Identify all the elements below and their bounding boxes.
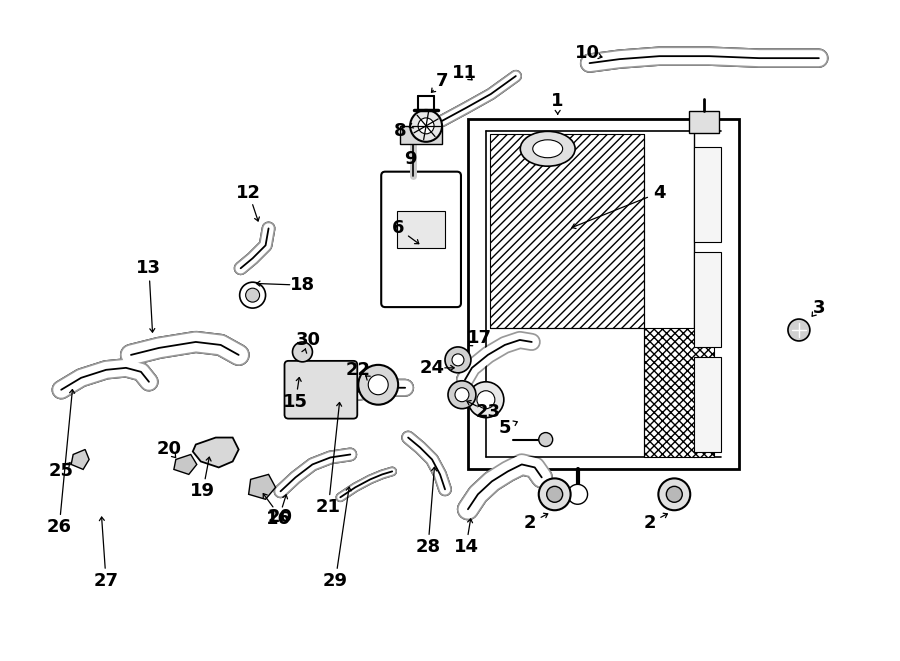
Circle shape bbox=[477, 391, 495, 408]
Text: 18: 18 bbox=[290, 276, 315, 294]
Circle shape bbox=[445, 347, 471, 373]
Text: 3: 3 bbox=[813, 299, 825, 317]
Bar bbox=[468, 119, 739, 469]
Text: 14: 14 bbox=[454, 538, 479, 556]
Circle shape bbox=[246, 288, 259, 302]
FancyBboxPatch shape bbox=[382, 172, 461, 307]
Bar bbox=[694, 357, 721, 452]
Text: 6: 6 bbox=[392, 219, 404, 237]
Bar bbox=[694, 252, 721, 347]
Text: 8: 8 bbox=[394, 122, 407, 140]
Bar bbox=[400, 126, 442, 144]
Text: 11: 11 bbox=[452, 64, 476, 82]
Circle shape bbox=[358, 365, 398, 405]
Text: 15: 15 bbox=[283, 393, 308, 410]
Circle shape bbox=[452, 354, 464, 366]
Ellipse shape bbox=[533, 140, 562, 158]
FancyBboxPatch shape bbox=[284, 361, 357, 418]
Bar bbox=[689, 111, 719, 133]
Text: 12: 12 bbox=[236, 184, 261, 202]
Text: 2: 2 bbox=[524, 514, 536, 532]
Circle shape bbox=[455, 388, 469, 402]
Bar bbox=[644, 328, 715, 457]
Text: 22: 22 bbox=[346, 361, 371, 379]
Text: 19: 19 bbox=[190, 483, 215, 500]
Text: 2: 2 bbox=[644, 514, 655, 532]
Polygon shape bbox=[193, 438, 238, 467]
Circle shape bbox=[410, 110, 442, 142]
Text: 1: 1 bbox=[552, 92, 564, 110]
Circle shape bbox=[568, 485, 588, 504]
Text: 24: 24 bbox=[419, 359, 445, 377]
Circle shape bbox=[239, 282, 266, 308]
Polygon shape bbox=[248, 475, 275, 499]
Text: 21: 21 bbox=[316, 498, 341, 516]
Circle shape bbox=[418, 118, 434, 134]
Bar bbox=[490, 134, 644, 328]
Polygon shape bbox=[174, 455, 197, 475]
Circle shape bbox=[468, 382, 504, 418]
Circle shape bbox=[539, 432, 553, 447]
Text: 27: 27 bbox=[94, 572, 119, 590]
Text: 25: 25 bbox=[49, 463, 74, 481]
Circle shape bbox=[539, 479, 571, 510]
Bar bbox=[694, 147, 721, 241]
Text: 23: 23 bbox=[475, 403, 500, 420]
Circle shape bbox=[448, 381, 476, 408]
Text: 29: 29 bbox=[323, 572, 348, 590]
Bar bbox=[397, 210, 445, 249]
Text: 20: 20 bbox=[268, 508, 293, 526]
Circle shape bbox=[659, 479, 690, 510]
Text: 26: 26 bbox=[47, 518, 72, 536]
Circle shape bbox=[292, 342, 312, 362]
Text: 4: 4 bbox=[653, 184, 666, 202]
Text: 16: 16 bbox=[266, 510, 291, 528]
Text: 30: 30 bbox=[296, 331, 321, 349]
Text: 20: 20 bbox=[157, 440, 182, 459]
Text: 9: 9 bbox=[404, 150, 417, 168]
Text: 17: 17 bbox=[467, 329, 492, 347]
Text: 5: 5 bbox=[499, 418, 511, 436]
Circle shape bbox=[368, 375, 388, 395]
Text: 10: 10 bbox=[575, 44, 600, 62]
Ellipse shape bbox=[520, 132, 575, 166]
Text: 7: 7 bbox=[436, 72, 448, 90]
Circle shape bbox=[546, 486, 562, 502]
Circle shape bbox=[788, 319, 810, 341]
Text: 13: 13 bbox=[137, 259, 161, 277]
Polygon shape bbox=[71, 449, 89, 469]
Text: 28: 28 bbox=[416, 538, 441, 556]
Circle shape bbox=[666, 486, 682, 502]
